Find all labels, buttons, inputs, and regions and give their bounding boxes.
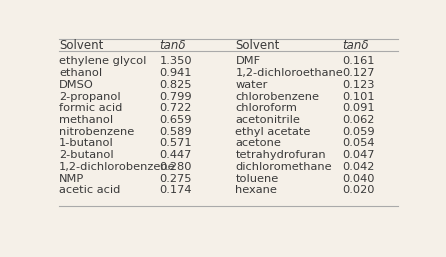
- Text: formic acid: formic acid: [59, 103, 123, 113]
- Text: 0.062: 0.062: [343, 115, 375, 125]
- Text: tanδ: tanδ: [343, 39, 369, 52]
- Text: tanδ: tanδ: [160, 39, 186, 52]
- Text: ethanol: ethanol: [59, 68, 102, 78]
- Text: 0.589: 0.589: [160, 127, 192, 137]
- Text: dichloromethane: dichloromethane: [235, 162, 332, 172]
- Text: 0.722: 0.722: [160, 103, 192, 113]
- Text: nitrobenzene: nitrobenzene: [59, 127, 134, 137]
- Text: 0.571: 0.571: [160, 139, 192, 149]
- Text: 1-butanol: 1-butanol: [59, 139, 114, 149]
- Text: 0.091: 0.091: [343, 103, 375, 113]
- Text: 2-propanol: 2-propanol: [59, 91, 121, 102]
- Text: acetonitrile: acetonitrile: [235, 115, 300, 125]
- Text: 0.054: 0.054: [343, 139, 375, 149]
- Text: 0.447: 0.447: [160, 150, 192, 160]
- Text: 0.123: 0.123: [343, 80, 375, 90]
- Text: acetic acid: acetic acid: [59, 185, 120, 195]
- Text: 0.174: 0.174: [160, 185, 192, 195]
- Text: chlorobenzene: chlorobenzene: [235, 91, 319, 102]
- Text: 0.042: 0.042: [343, 162, 375, 172]
- Text: 0.101: 0.101: [343, 91, 375, 102]
- Text: 0.941: 0.941: [160, 68, 192, 78]
- Text: 0.275: 0.275: [160, 174, 192, 184]
- Text: 0.161: 0.161: [343, 56, 375, 66]
- Text: 1,2-dichloroethane: 1,2-dichloroethane: [235, 68, 343, 78]
- Text: methanol: methanol: [59, 115, 113, 125]
- Text: toluene: toluene: [235, 174, 279, 184]
- Text: DMSO: DMSO: [59, 80, 94, 90]
- Text: hexane: hexane: [235, 185, 277, 195]
- Text: acetone: acetone: [235, 139, 281, 149]
- Text: 0.825: 0.825: [160, 80, 192, 90]
- Text: 0.059: 0.059: [343, 127, 375, 137]
- Text: tetrahydrofuran: tetrahydrofuran: [235, 150, 326, 160]
- Text: water: water: [235, 80, 268, 90]
- Text: 0.280: 0.280: [160, 162, 192, 172]
- Text: 0.799: 0.799: [160, 91, 192, 102]
- Text: chloroform: chloroform: [235, 103, 297, 113]
- Text: 0.020: 0.020: [343, 185, 375, 195]
- Text: 0.047: 0.047: [343, 150, 375, 160]
- Text: 2-butanol: 2-butanol: [59, 150, 114, 160]
- Text: 1,2-dichlorobenzene: 1,2-dichlorobenzene: [59, 162, 176, 172]
- Text: Solvent: Solvent: [59, 39, 103, 52]
- Text: 0.127: 0.127: [343, 68, 375, 78]
- Text: Solvent: Solvent: [235, 39, 280, 52]
- Text: 0.659: 0.659: [160, 115, 192, 125]
- Text: ethyl acetate: ethyl acetate: [235, 127, 311, 137]
- Text: NMP: NMP: [59, 174, 84, 184]
- Text: DMF: DMF: [235, 56, 260, 66]
- Text: ethylene glycol: ethylene glycol: [59, 56, 147, 66]
- Text: 0.040: 0.040: [343, 174, 375, 184]
- Text: 1.350: 1.350: [160, 56, 192, 66]
